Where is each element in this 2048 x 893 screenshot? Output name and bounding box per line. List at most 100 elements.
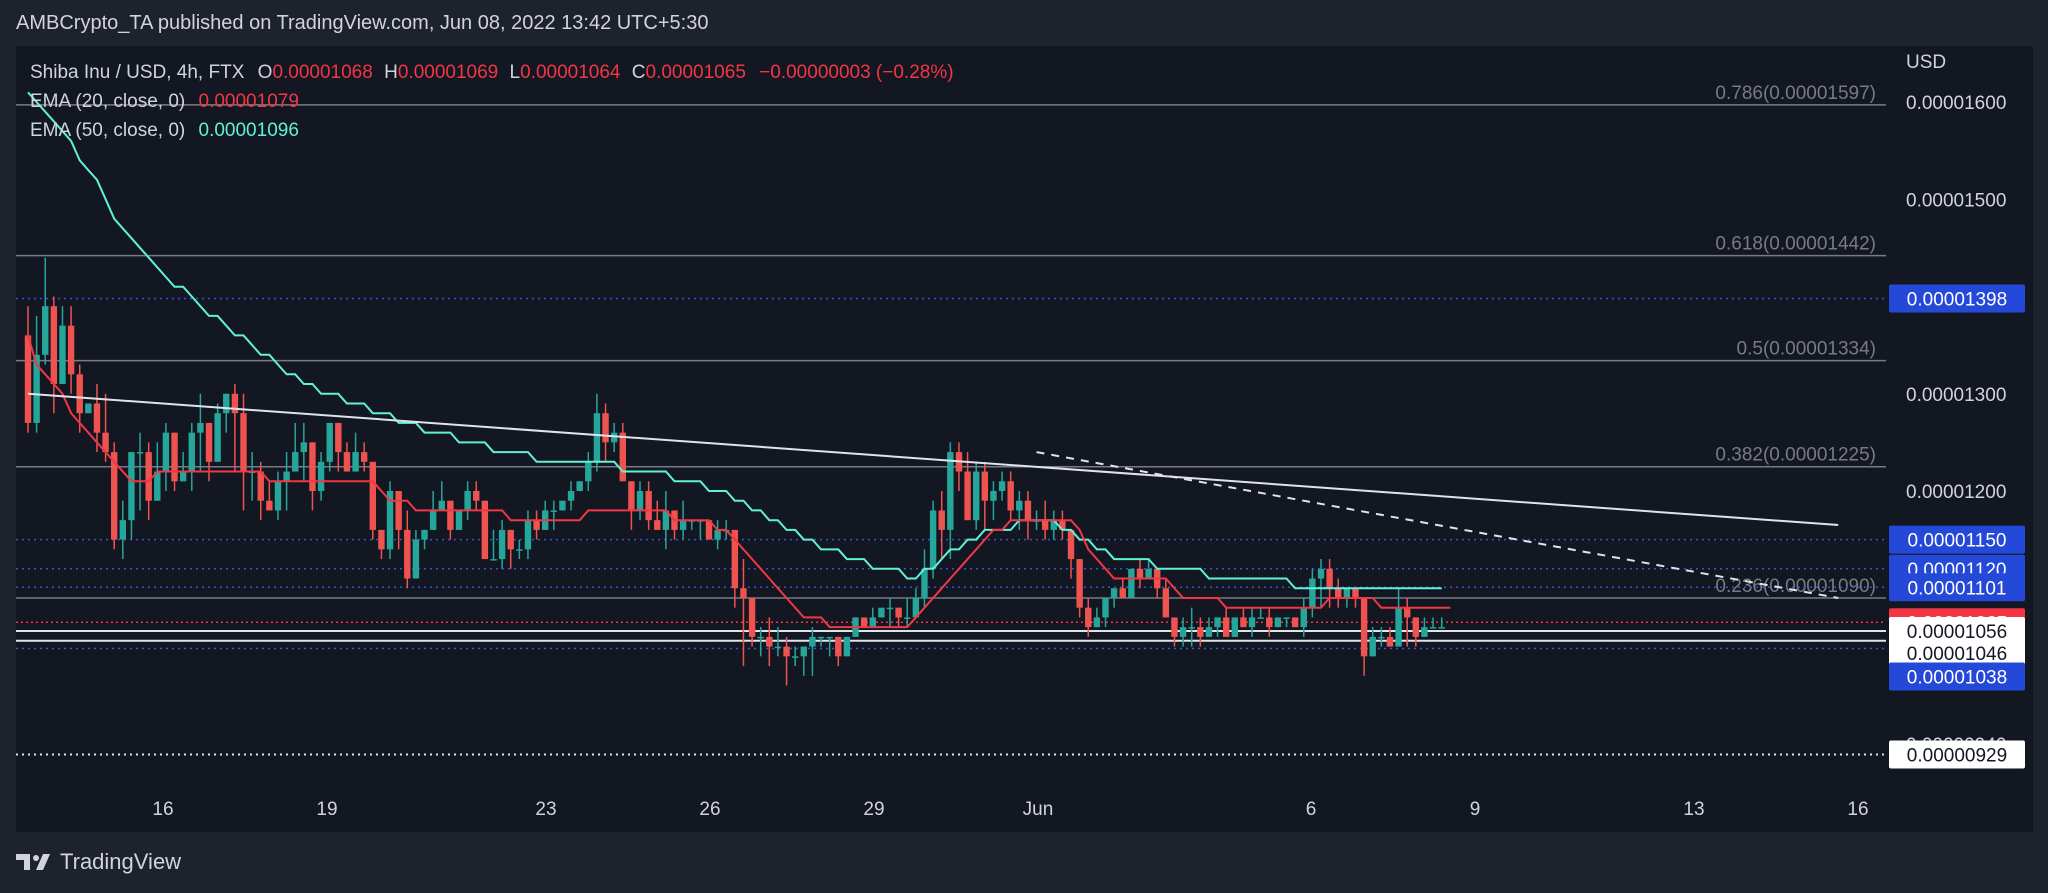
- candle-body-106: [938, 510, 945, 530]
- candle-body-55: [498, 529, 506, 560]
- candle-body-36: [335, 422, 342, 453]
- candle-body-164: [1438, 627, 1445, 629]
- candle-body-27: [257, 471, 264, 501]
- candle-body-25: [240, 413, 247, 472]
- y-tick-label-3: 0.00001200: [1906, 482, 2006, 503]
- ema20-line: [27, 335, 1451, 629]
- ema20-label[interactable]: EMA (20, close, 0): [30, 91, 186, 112]
- candle-body-144: [1266, 617, 1273, 628]
- candle-body-65: [585, 461, 592, 482]
- candle-body-158: [1386, 636, 1394, 647]
- candle-body-43: [395, 491, 402, 530]
- ema50-row: EMA (50, close, 0) 0.00001096: [30, 116, 954, 145]
- x-tick-label-2: 23: [535, 799, 556, 820]
- candle-body-142: [1248, 617, 1256, 628]
- price-badge-label-0: 0.00001398: [1907, 289, 2007, 310]
- candle-body-39: [360, 452, 368, 462]
- candle-body-99: [878, 607, 885, 618]
- candle-body-51: [464, 491, 471, 511]
- candle-body-57: [516, 549, 523, 551]
- candle-body-115: [1016, 500, 1023, 511]
- x-tick-label-5: Jun: [1023, 799, 1054, 820]
- candle-body-73: [654, 520, 661, 530]
- candle-body-94: [835, 636, 842, 657]
- candle-body-67: [602, 413, 609, 443]
- candle-body-89: [791, 656, 799, 658]
- footer-branding[interactable]: TradingView: [16, 849, 181, 875]
- candle-body-8: [93, 403, 101, 433]
- candle-body-17: [171, 432, 178, 482]
- candle-body-19: [188, 432, 195, 472]
- candle-body-87: [774, 646, 782, 649]
- low-value: 0.00001064: [520, 62, 621, 83]
- candle-body-100: [886, 607, 894, 610]
- candle-body-98: [869, 617, 876, 628]
- price-badge-label-3: 0.00001101: [1908, 578, 2007, 599]
- candle-body-112: [990, 491, 997, 501]
- candle-body-143: [1257, 617, 1264, 619]
- y-tick-label-1: 0.00001500: [1906, 190, 2006, 211]
- price-badge-label-5: 0.00001056: [1907, 622, 2007, 643]
- candle-body-30: [283, 471, 290, 482]
- x-tick-label-4: 29: [863, 799, 884, 820]
- candle-body-10: [111, 452, 118, 540]
- fib-label-0: 0.786(0.00001597): [1715, 83, 1876, 104]
- candle-body-0: [24, 335, 32, 423]
- candle-body-154: [1352, 588, 1359, 598]
- candlestick-chart[interactable]: 0.786(0.00001597) 0.618(0.00001442) 0.5(0.…: [16, 46, 2033, 832]
- candle-body-56: [507, 529, 514, 550]
- ema50-label[interactable]: EMA (50, close, 0): [30, 120, 186, 141]
- candle-body-114: [1007, 481, 1014, 511]
- candle-body-15: [154, 471, 161, 501]
- candle-body-153: [1343, 588, 1351, 598]
- candle-body-126: [1110, 588, 1118, 598]
- candle-body-152: [1335, 588, 1342, 598]
- candle-body-22: [214, 413, 221, 462]
- candle-body-128: [1128, 568, 1135, 598]
- candle-body-70: [628, 481, 635, 511]
- x-tick-label-7: 9: [1470, 799, 1481, 820]
- candle-body-48: [438, 500, 445, 511]
- publisher-header: AMBCrypto_TA published on TradingView.co…: [16, 12, 709, 34]
- candle-body-139: [1222, 617, 1230, 637]
- candle-body-37: [343, 452, 351, 472]
- candle-body-40: [369, 461, 376, 530]
- candle-body-124: [1093, 617, 1101, 628]
- candle-body-150: [1317, 568, 1325, 579]
- candle-body-116: [1024, 500, 1032, 521]
- candle-body-133: [1171, 617, 1178, 637]
- fib-label-2: 0.5(0.00001334): [1737, 339, 1876, 360]
- open-label: O: [257, 62, 273, 83]
- price-badge-5: [1889, 617, 2025, 646]
- candle-body-127: [1119, 588, 1126, 598]
- candle-body-58: [524, 520, 532, 550]
- symbol-label[interactable]: Shiba Inu / USD, 4h, FTX: [30, 62, 245, 83]
- candle-body-41: [378, 529, 385, 550]
- candle-body-104: [921, 568, 928, 598]
- candle-body-163: [1429, 627, 1437, 629]
- candle-body-24: [231, 393, 239, 414]
- candle-body-92: [817, 636, 825, 639]
- candle-body-45: [412, 539, 420, 579]
- candle-body-4: [59, 325, 66, 385]
- candle-body-54: [490, 559, 497, 561]
- candle-body-149: [1309, 578, 1316, 608]
- ohlc-row: Shiba Inu / USD, 4h, FTX O0.00001068 H0.…: [30, 58, 954, 87]
- candle-body-32: [300, 442, 308, 453]
- close-label: C: [631, 62, 646, 83]
- chart-panel[interactable]: 0.786(0.00001597) 0.618(0.00001442) 0.5(0.…: [16, 46, 2033, 832]
- candle-body-80: [714, 529, 721, 540]
- candle-body-52: [473, 491, 480, 501]
- trendline-0: [27, 392, 1839, 527]
- candle-body-101: [895, 607, 902, 618]
- candle-body-119: [1050, 520, 1057, 530]
- candle-body-84: [748, 597, 756, 637]
- candle-body-97: [860, 617, 868, 628]
- candle-body-68: [610, 432, 618, 443]
- fib-label-4: 0.236(0.00001090): [1715, 576, 1876, 597]
- candle-body-85: [757, 636, 764, 639]
- candle-body-18: [179, 471, 187, 482]
- candle-body-90: [800, 646, 807, 657]
- candle-body-34: [317, 461, 325, 491]
- x-tick-label-3: 26: [699, 799, 720, 820]
